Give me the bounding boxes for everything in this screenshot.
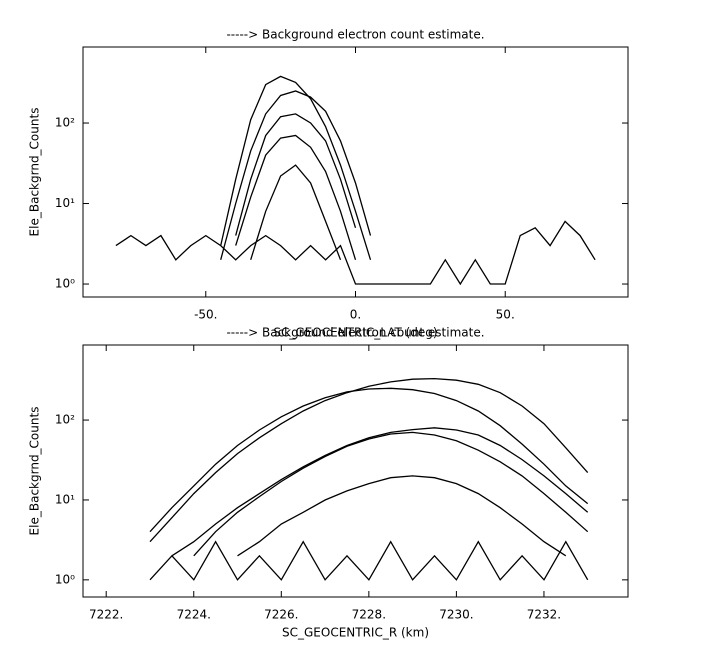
y-axis-label: Ele_Backgrnd_Counts (28, 108, 42, 237)
y-tick-label: 10² (55, 413, 75, 427)
x-tick-label: 0. (350, 308, 361, 322)
x-axis-label: SC_GEOCENTRIC_LAT (deg) (273, 326, 437, 340)
data-line (193, 431, 589, 557)
data-line (171, 427, 589, 557)
data-line (220, 75, 372, 260)
y-axis-label: Ele_Backgrnd_Counts (28, 407, 42, 536)
x-tick-label: 7224. (177, 608, 211, 622)
data-line (220, 90, 372, 260)
chart-title: -----> Background electron count estimat… (226, 28, 484, 42)
plot-frame (82, 46, 629, 298)
x-axis-label: SC_GEOCENTRIC_R (km) (282, 626, 429, 640)
data-line (149, 377, 589, 543)
data-line (235, 134, 357, 260)
data-line (250, 164, 342, 261)
y-tick-label: 10¹ (55, 492, 75, 506)
y-tick-label: 10² (55, 116, 75, 130)
x-tick-label: -50. (194, 308, 217, 322)
data-line (115, 220, 596, 286)
y-tick-label: 10¹ (55, 196, 75, 210)
data-line (149, 540, 589, 581)
data-line (237, 475, 567, 557)
x-tick-label: 50. (496, 308, 515, 322)
x-tick-label: 7232. (527, 608, 561, 622)
data-line (149, 387, 589, 533)
x-tick-label: 7228. (352, 608, 386, 622)
x-tick-label: 7226. (264, 608, 298, 622)
x-tick-label: 7222. (89, 608, 123, 622)
y-tick-label: 10⁰ (55, 572, 75, 586)
x-tick-label: 7230. (439, 608, 473, 622)
plot-frame (82, 344, 629, 598)
chart-title: -----> Background electron count estimat… (226, 326, 484, 340)
y-tick-label: 10⁰ (55, 277, 75, 291)
data-line (235, 113, 357, 236)
